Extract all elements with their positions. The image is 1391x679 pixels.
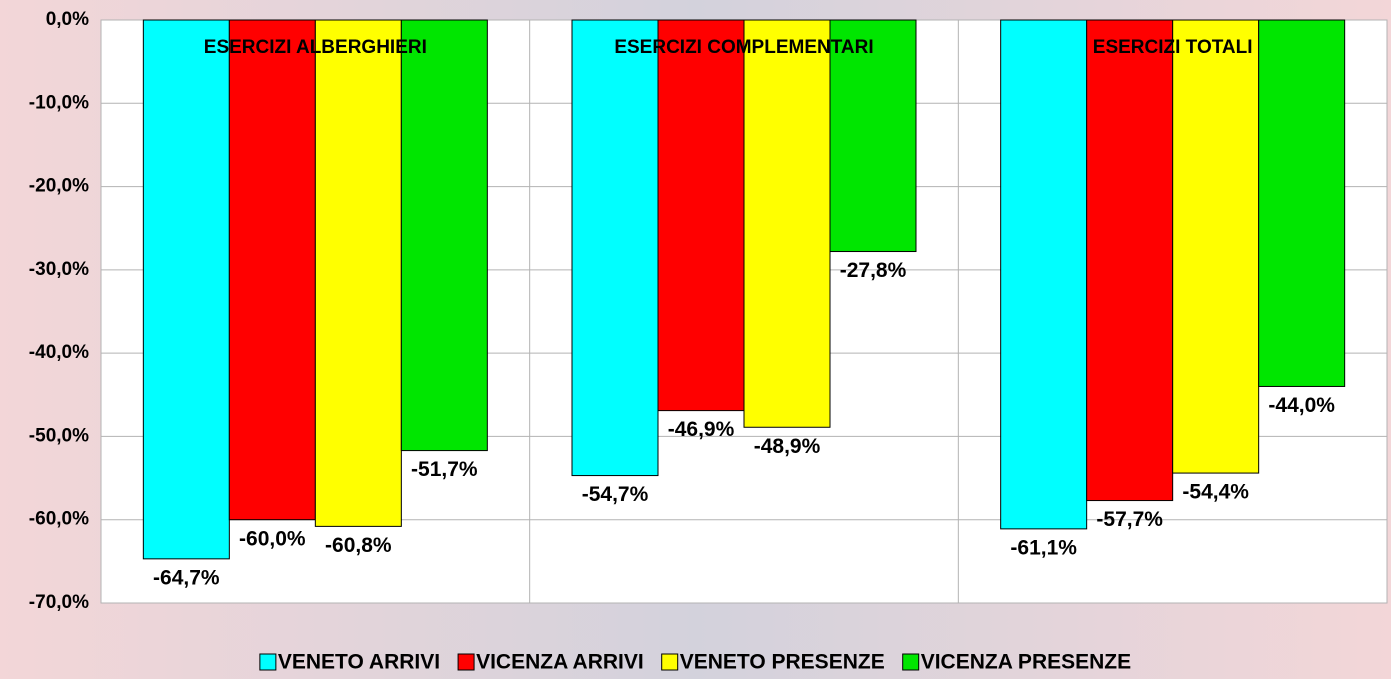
legend-swatch	[902, 653, 920, 671]
legend-swatch	[457, 653, 475, 671]
y-tick-label: -50,0%	[29, 425, 89, 446]
value-label: -27,8%	[840, 259, 907, 282]
bar	[228, 19, 316, 521]
bar	[571, 19, 659, 477]
legend-label: VENETO ARRIVI	[278, 651, 440, 674]
legend-label: VICENZA ARRIVI	[476, 651, 644, 674]
y-tick-label: -30,0%	[29, 259, 89, 280]
y-tick-label: -40,0%	[29, 342, 89, 363]
value-label: -64,7%	[153, 566, 220, 589]
category-label: ESERCIZI ALBERGHIERI	[204, 37, 427, 58]
value-label: -57,7%	[1096, 508, 1163, 531]
legend-swatch	[661, 653, 679, 671]
value-label: -46,9%	[668, 418, 735, 441]
bar	[1086, 19, 1174, 502]
legend-label: VICENZA PRESENZE	[921, 651, 1131, 674]
bar	[743, 19, 831, 428]
category-label: ESERCIZI COMPLEMENTARI	[614, 37, 873, 58]
value-label: -60,0%	[239, 527, 306, 550]
bar	[142, 19, 230, 560]
y-tick-label: -70,0%	[29, 592, 89, 613]
category-label: ESERCIZI TOTALI	[1093, 37, 1253, 58]
bar	[1000, 19, 1088, 530]
value-label: -51,7%	[411, 458, 478, 481]
bar	[1258, 19, 1346, 387]
y-tick-label: -60,0%	[29, 509, 89, 530]
value-label: -60,8%	[325, 534, 392, 557]
value-label: -48,9%	[754, 435, 821, 458]
bar	[314, 19, 402, 527]
y-tick-label: -10,0%	[29, 92, 89, 113]
bar	[400, 19, 488, 452]
value-label: -44,0%	[1268, 394, 1335, 417]
value-label: -54,7%	[582, 483, 649, 506]
y-tick-label: 0,0%	[46, 9, 89, 30]
value-label: -54,4%	[1182, 481, 1249, 504]
y-tick-label: -20,0%	[29, 176, 89, 197]
bar	[829, 19, 917, 253]
legend-label: VENETO PRESENZE	[680, 651, 885, 674]
legend-swatch	[259, 653, 277, 671]
bar	[1172, 19, 1260, 474]
bar	[657, 19, 745, 412]
value-label: -61,1%	[1010, 536, 1077, 559]
